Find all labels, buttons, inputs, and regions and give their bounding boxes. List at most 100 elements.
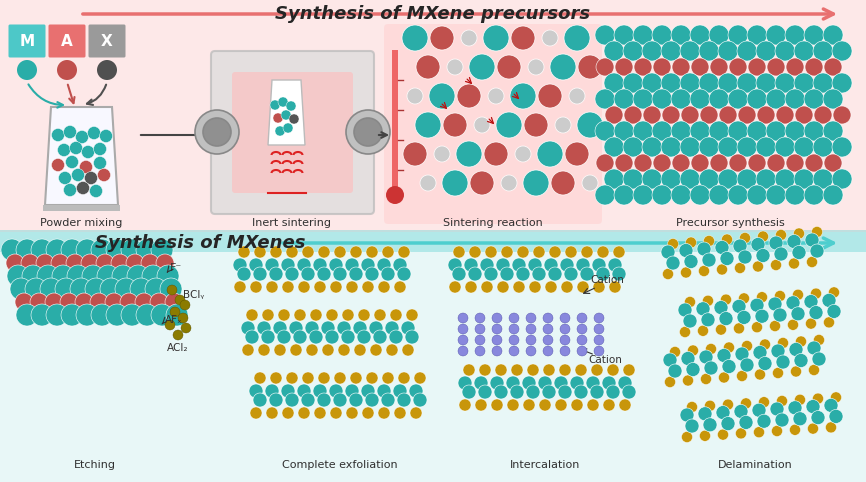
Circle shape [378,407,390,419]
Circle shape [550,54,576,80]
Circle shape [652,89,672,109]
Circle shape [105,293,123,311]
Circle shape [234,281,246,293]
Circle shape [752,403,766,417]
Circle shape [286,101,296,111]
Circle shape [289,321,303,335]
Text: Cation: Cation [588,355,622,365]
Circle shape [813,335,824,346]
Circle shape [729,58,747,76]
Circle shape [690,89,710,109]
Circle shape [21,254,39,272]
Circle shape [555,117,571,133]
Circle shape [756,137,776,157]
Text: Precursor synthesis: Precursor synthesis [675,218,785,228]
Circle shape [804,121,824,141]
Circle shape [681,351,695,365]
Circle shape [642,137,662,157]
Circle shape [757,106,775,124]
Circle shape [397,393,411,407]
Circle shape [30,293,48,311]
Circle shape [458,313,468,323]
Circle shape [80,161,93,174]
Circle shape [810,244,824,258]
Bar [0,0,866,232]
Circle shape [734,404,748,418]
Circle shape [804,185,824,205]
Circle shape [722,399,734,410]
Circle shape [542,385,556,399]
Circle shape [266,281,278,293]
Text: Sintering reaction: Sintering reaction [443,218,543,228]
Circle shape [516,267,530,281]
Circle shape [57,60,77,80]
Circle shape [369,321,383,335]
Circle shape [833,106,851,124]
Circle shape [16,239,38,261]
Circle shape [766,89,786,109]
Circle shape [685,419,699,433]
Circle shape [282,281,294,293]
Circle shape [257,321,271,335]
Circle shape [36,254,54,272]
Circle shape [329,258,343,272]
Circle shape [684,254,698,268]
Circle shape [614,25,634,45]
Circle shape [306,344,318,356]
Circle shape [678,303,692,317]
Circle shape [181,323,191,333]
Circle shape [145,278,167,300]
Circle shape [526,385,540,399]
Circle shape [365,393,379,407]
Circle shape [807,423,818,434]
Circle shape [728,89,748,109]
Circle shape [157,265,179,287]
Circle shape [680,326,690,337]
Circle shape [302,372,314,384]
Circle shape [796,336,806,347]
Circle shape [249,384,263,398]
Circle shape [492,335,502,345]
Circle shape [142,265,164,287]
Polygon shape [45,107,118,205]
Circle shape [341,330,355,344]
Circle shape [67,265,89,287]
Circle shape [597,246,609,258]
Circle shape [51,129,64,142]
Circle shape [737,41,757,61]
Circle shape [729,154,747,172]
Circle shape [662,268,674,280]
Circle shape [574,385,588,399]
FancyBboxPatch shape [88,25,126,57]
Circle shape [702,253,716,267]
Circle shape [245,330,259,344]
Circle shape [290,344,302,356]
Circle shape [719,311,733,326]
Circle shape [623,73,643,93]
Circle shape [281,110,291,120]
Circle shape [90,293,108,311]
FancyBboxPatch shape [48,25,86,57]
Circle shape [492,313,502,323]
Circle shape [106,239,128,261]
Circle shape [497,281,509,293]
Circle shape [253,267,267,281]
Circle shape [386,186,404,204]
Circle shape [529,281,541,293]
Circle shape [76,182,89,195]
Circle shape [91,304,113,326]
Circle shape [278,309,290,321]
Circle shape [10,278,32,300]
Circle shape [728,121,748,141]
Circle shape [382,372,394,384]
Circle shape [569,88,585,104]
Circle shape [604,41,624,61]
Circle shape [709,25,729,45]
Circle shape [481,281,493,293]
Circle shape [60,293,78,311]
Circle shape [709,185,729,205]
Circle shape [751,238,765,252]
Circle shape [233,258,247,272]
Circle shape [671,185,691,205]
Circle shape [250,281,262,293]
